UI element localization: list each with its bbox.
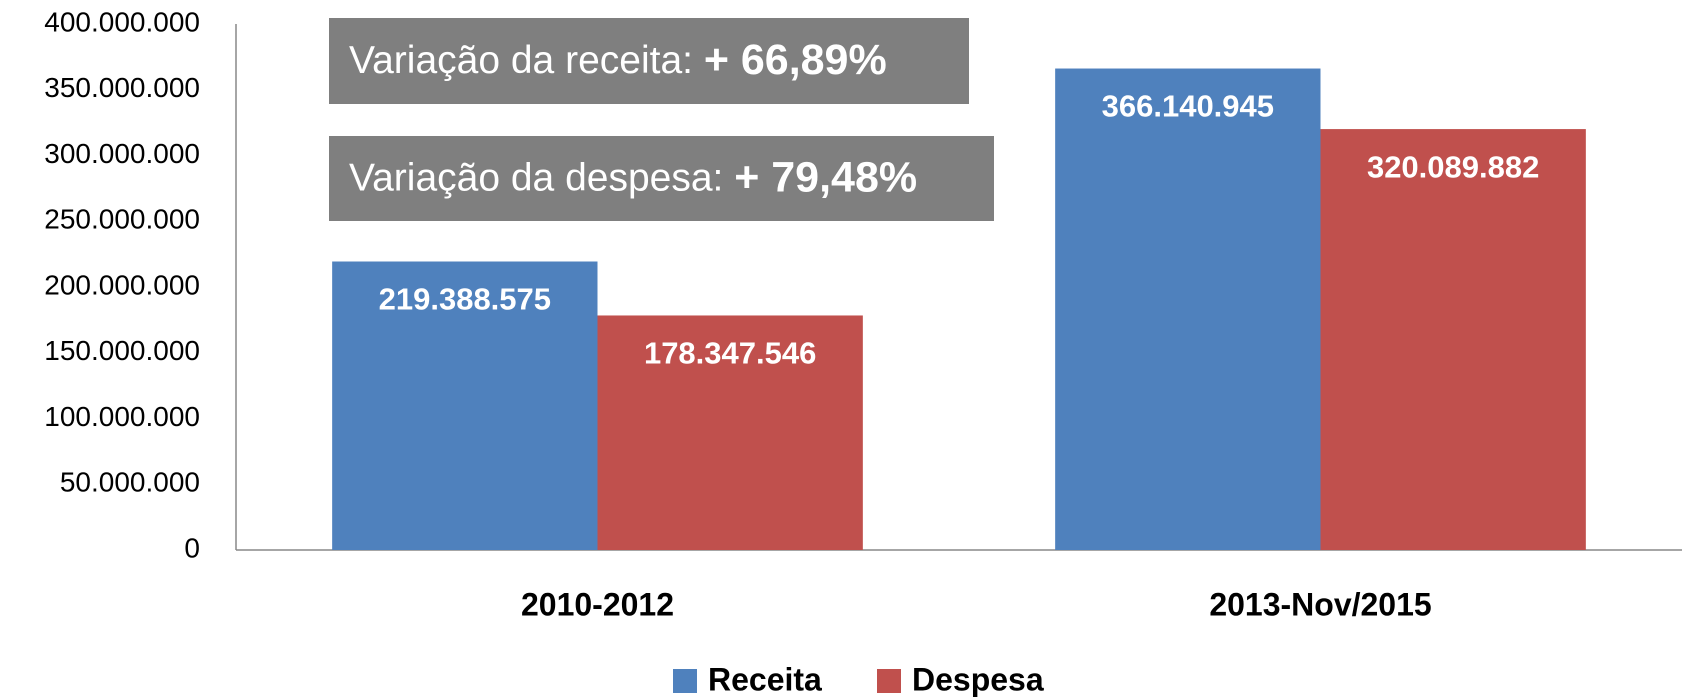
y-tick-label: 350.000.000: [44, 72, 200, 103]
value-label: 320.089.882: [1367, 149, 1539, 184]
annotation-text: Variação da despesa:: [349, 157, 734, 200]
bar: [597, 315, 863, 550]
value-label: 366.140.945: [1102, 89, 1274, 124]
annotation: Variação da despesa: + 79,48%: [349, 154, 917, 202]
bar: [1320, 129, 1586, 551]
x-tick-label: 2013-Nov/2015: [1209, 586, 1431, 622]
bar: [1055, 68, 1321, 550]
y-tick-label: 200.000.000: [44, 269, 200, 300]
annotation-highlight: + 79,48%: [734, 154, 917, 202]
value-label: 178.347.546: [644, 336, 816, 371]
legend-swatch: [673, 669, 697, 693]
legend-swatch: [877, 669, 901, 693]
legend-label: Receita: [708, 661, 822, 697]
y-tick-label: 400.000.000: [44, 6, 200, 37]
legend-label: Despesa: [912, 661, 1044, 697]
annotation-text: Variação da receita:: [349, 39, 704, 82]
y-tick-label: 100.000.000: [44, 401, 200, 432]
y-tick-label: 50.000.000: [60, 467, 200, 498]
y-tick-label: 300.000.000: [44, 138, 200, 169]
value-label: 219.388.575: [379, 282, 551, 317]
annotation: Variação da receita: + 66,89%: [349, 36, 887, 84]
x-tick-label: 2010-2012: [521, 586, 674, 622]
annotation-box: [329, 136, 994, 221]
y-tick-label: 250.000.000: [44, 204, 200, 235]
annotation-highlight: + 66,89%: [704, 36, 887, 84]
y-tick-label: 150.000.000: [44, 335, 200, 366]
bar: [332, 261, 598, 550]
y-tick-label: 0: [184, 532, 200, 563]
annotation-box: [329, 18, 969, 104]
